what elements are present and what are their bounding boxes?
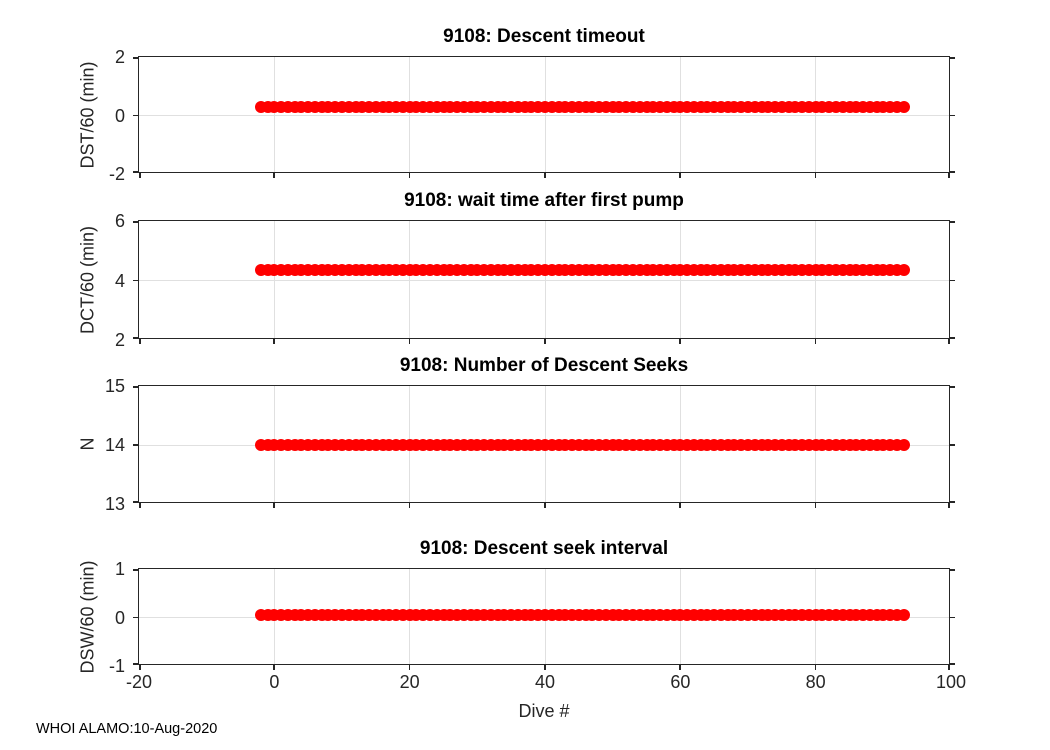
y-tick-label: 2: [114, 330, 125, 350]
y-tick-mark-mirror: [949, 57, 955, 59]
y-tick-mark-mirror: [949, 569, 955, 571]
x-tick-mark: [948, 502, 950, 508]
y-tick-mark: [133, 501, 139, 503]
y-tick-mark-mirror: [949, 337, 955, 339]
x-tick-mark: [814, 172, 817, 178]
data-point: [897, 439, 910, 451]
data-point: [897, 100, 910, 113]
y-tick-mark-mirror: [949, 114, 955, 116]
x-tick-mark: [139, 172, 141, 178]
x-tick-label: 20: [399, 672, 420, 692]
y-tick-label: 13: [104, 494, 125, 514]
y-tick-mark: [133, 57, 139, 59]
y-axis-label: DSW/60 (min): [77, 559, 98, 674]
x-tick-mark: [679, 338, 681, 344]
x-tick-mark: [948, 172, 950, 178]
x-tick-mark: [139, 502, 141, 508]
x-tick-label: -20: [125, 672, 152, 692]
y-tick-mark-mirror: [949, 663, 955, 665]
y-tick-mark: [133, 569, 139, 571]
x-tick-mark: [273, 172, 275, 178]
x-tick-mark: [679, 172, 681, 178]
y-axis-label: N: [77, 437, 98, 451]
y-tick-mark-mirror: [949, 501, 955, 503]
y-tick-mark-mirror: [949, 221, 955, 223]
x-tick-label: 40: [534, 672, 556, 692]
x-tick-mark: [814, 338, 817, 344]
x-tick-mark: [273, 502, 275, 508]
y-tick-mark: [133, 616, 139, 618]
x-tick-mark: [948, 338, 950, 344]
x-tick-mark: [814, 664, 817, 670]
x-tick-mark: [679, 664, 681, 670]
x-tick-mark: [948, 664, 950, 670]
y-tick-mark: [133, 171, 139, 173]
y-tick-mark: [133, 663, 139, 665]
x-tick-mark: [544, 338, 546, 344]
y-tick-mark-mirror: [949, 386, 955, 388]
y-tick-label: 1: [114, 559, 125, 579]
y-tick-mark: [133, 444, 139, 446]
y-tick-mark: [133, 279, 139, 281]
x-tick-mark: [679, 502, 681, 508]
x-tick-mark: [408, 172, 411, 178]
data-point: [897, 264, 910, 277]
x-axis-label: Dive #: [518, 701, 570, 721]
y-tick-mark: [133, 221, 139, 223]
x-tick-mark: [273, 338, 275, 344]
y-tick-label: 15: [104, 376, 125, 396]
x-tick-mark: [408, 664, 411, 670]
x-tick-label: 80: [805, 672, 826, 692]
y-tick-mark-mirror: [949, 279, 955, 281]
y-axis-label: DST/60 (min): [77, 60, 98, 169]
figure-footer-annotation: WHOI ALAMO:10-Aug-2020: [36, 721, 218, 737]
x-tick-label: 0: [269, 672, 280, 692]
x-tick-label: 60: [670, 672, 691, 692]
y-tick-mark-mirror: [949, 171, 955, 173]
x-tick-mark: [544, 664, 546, 670]
plot-title: 9108: Descent seek interval: [419, 538, 669, 559]
y-tick-label: 6: [114, 211, 125, 231]
axes-box-4: 1 0 -1 9108: Descent seek interval DSW/60 (m…: [78, 538, 967, 721]
y-tick-label: 2: [114, 47, 125, 67]
y-gridline: [139, 280, 951, 281]
y-tick-mark-mirror: [949, 616, 955, 618]
data-point: [897, 609, 910, 622]
x-tick-mark: [544, 172, 546, 178]
y-tick-label: 0: [114, 105, 125, 126]
plot-title: 9108: Number of Descent Seeks: [399, 355, 689, 376]
axes-box-3: 15 14 13 9108: Number of Descent Seeks N: [78, 355, 955, 514]
x-tick-mark: [814, 502, 817, 508]
x-tick-mark: [408, 338, 411, 344]
y-tick-label: -2: [108, 164, 125, 184]
y-tick-mark: [133, 114, 139, 116]
x-tick-mark: [139, 338, 141, 344]
x-tick-mark: [139, 664, 141, 670]
x-tick-label: 100: [935, 672, 967, 692]
x-tick-mark: [544, 502, 546, 508]
y-tick-mark: [133, 337, 139, 339]
plot-title: 9108: wait time after first pump: [404, 190, 684, 211]
x-tick-mark: [408, 502, 411, 508]
y-tick-mark: [133, 386, 139, 388]
y-tick-mark-mirror: [949, 444, 955, 446]
y-tick-label: 0: [114, 607, 125, 628]
y-tick-label: -1: [108, 656, 125, 676]
y-axis-label: DCT/60 (min): [77, 225, 98, 334]
plot-title: 9108: Descent timeout: [443, 26, 645, 47]
y-tick-label: 4: [114, 270, 125, 291]
axes-box-1: 2 0 -2 9108: Descent timeout DST/60 (min): [78, 26, 955, 184]
x-tick-mark: [273, 664, 275, 670]
y-tick-label: 14: [104, 435, 125, 455]
y-gridline: [139, 115, 951, 116]
axes-box-2: 6 4 2 9108: wait time after first pump DCT/6…: [78, 190, 955, 350]
